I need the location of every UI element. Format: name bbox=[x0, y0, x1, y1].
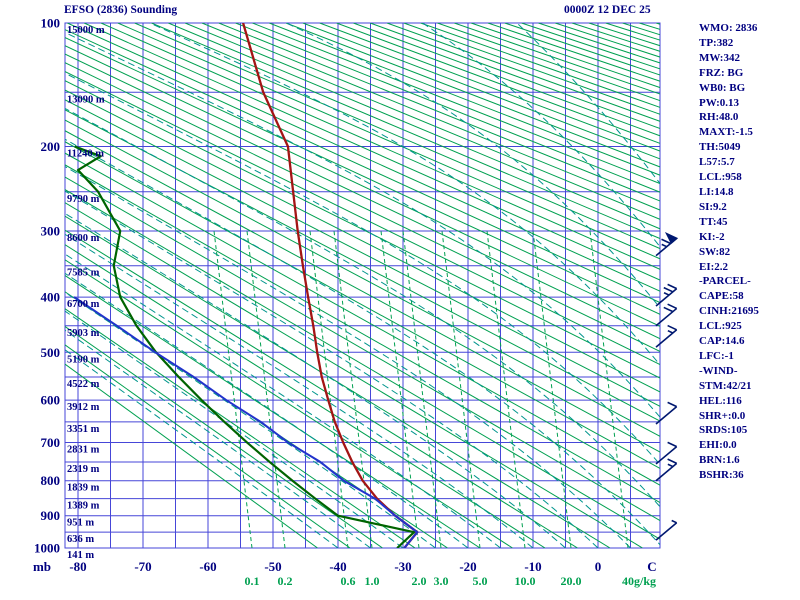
stat-line: TP:382 bbox=[699, 36, 734, 49]
stat-line: HEL:116 bbox=[699, 394, 742, 407]
svg-text:4522 m: 4522 m bbox=[67, 379, 100, 390]
svg-text:3912 m: 3912 m bbox=[67, 402, 100, 413]
parcel-trace bbox=[73, 296, 419, 548]
stat-line: -WIND- bbox=[699, 364, 738, 377]
svg-text:5.0: 5.0 bbox=[473, 574, 488, 588]
moist-adiabats bbox=[65, 23, 660, 548]
svg-text:2831 m: 2831 m bbox=[67, 444, 100, 455]
stat-line: MAXT:-1.5 bbox=[699, 126, 753, 139]
svg-text:1000: 1000 bbox=[34, 541, 60, 556]
svg-text:800: 800 bbox=[41, 473, 61, 488]
dry-adiabats bbox=[65, 23, 660, 548]
svg-text:2.0: 2.0 bbox=[412, 574, 427, 588]
stat-line: LFC:-1 bbox=[699, 349, 734, 362]
stat-line: WMO: 2836 bbox=[699, 22, 758, 34]
svg-text:1389 m: 1389 m bbox=[67, 501, 100, 512]
stat-line: PW:0.13 bbox=[699, 96, 740, 109]
svg-text:-60: -60 bbox=[199, 559, 216, 574]
mixing-ratio-lines bbox=[213, 230, 629, 548]
stat-line: EI:2.2 bbox=[699, 260, 729, 273]
svg-text:2319 m: 2319 m bbox=[67, 464, 100, 475]
stat-line: RH:48.0 bbox=[699, 111, 739, 124]
svg-text:0: 0 bbox=[595, 559, 602, 574]
stat-line: L57:5.7 bbox=[699, 156, 735, 169]
stat-line: SW:82 bbox=[699, 245, 731, 258]
stat-line: SRDS:105 bbox=[699, 424, 748, 437]
stat-line: CINH:21695 bbox=[699, 305, 759, 318]
mixing-ratio-labels: 0.1 0.2 0.6 1.0 2.0 3.0 5.0 10.0 20.0 40 g/kg bbox=[245, 574, 657, 588]
stat-line: FRZ: BG bbox=[699, 66, 744, 79]
svg-text:-50: -50 bbox=[264, 559, 281, 574]
svg-text:5903 m: 5903 m bbox=[67, 328, 100, 339]
svg-text:3351 m: 3351 m bbox=[67, 424, 100, 435]
stats-panel: WMO: 2836 TP:382 MW:342 FRZ: BG WB0: BG PW:0.… bbox=[699, 21, 799, 483]
svg-text:500: 500 bbox=[41, 345, 61, 360]
stat-line: SHR+:0.0 bbox=[699, 409, 746, 422]
temperature-axis-labels: -80 -70 -60 -50 -40 -30 -20 -10 0 C bbox=[69, 559, 656, 574]
svg-text:20.0: 20.0 bbox=[561, 574, 582, 588]
svg-text:3.0: 3.0 bbox=[434, 574, 449, 588]
svg-text:100: 100 bbox=[41, 16, 61, 31]
svg-text:9790 m: 9790 m bbox=[67, 194, 100, 205]
svg-text:1.0: 1.0 bbox=[365, 574, 380, 588]
svg-text:0.2: 0.2 bbox=[278, 574, 293, 588]
stat-line: BRN:1.6 bbox=[699, 454, 740, 467]
svg-text:-70: -70 bbox=[134, 559, 151, 574]
stat-line: BSHR:36 bbox=[699, 469, 744, 482]
svg-text:200: 200 bbox=[41, 139, 61, 154]
pressure-axis-labels: 100 200 300 400 500 600 700 800 900 1000 mb bbox=[33, 16, 60, 575]
stat-line: KI:-2 bbox=[699, 230, 725, 243]
svg-text:g/kg: g/kg bbox=[634, 574, 656, 588]
stat-line: EHI:0.0 bbox=[699, 439, 737, 452]
svg-text:13090 m: 13090 m bbox=[67, 94, 105, 105]
svg-text:-20: -20 bbox=[459, 559, 476, 574]
svg-text:5190 m: 5190 m bbox=[67, 354, 100, 365]
stat-line: WB0: BG bbox=[699, 81, 746, 94]
svg-text:7585 m: 7585 m bbox=[67, 268, 100, 279]
svg-text:600: 600 bbox=[41, 393, 61, 408]
stat-line: STM:42/21 bbox=[699, 379, 752, 392]
stat-line: TH:5049 bbox=[699, 141, 741, 154]
stat-line: CAP:14.6 bbox=[699, 335, 745, 348]
stat-line: CAPE:58 bbox=[699, 290, 744, 303]
svg-text:636 m: 636 m bbox=[67, 534, 94, 545]
svg-text:951 m: 951 m bbox=[67, 518, 94, 529]
stat-line: LCL:958 bbox=[699, 171, 742, 184]
svg-text:-10: -10 bbox=[524, 559, 541, 574]
svg-text:-30: -30 bbox=[394, 559, 411, 574]
temperature-trace bbox=[241, 23, 419, 548]
page-title: EFSO (2836) Sounding bbox=[64, 4, 178, 16]
svg-text:141 m: 141 m bbox=[67, 550, 94, 561]
stat-line: MW:342 bbox=[699, 51, 740, 64]
svg-text:10.0: 10.0 bbox=[515, 574, 536, 588]
svg-text:0.6: 0.6 bbox=[341, 574, 356, 588]
svg-text:mb: mb bbox=[33, 559, 51, 574]
stat-line: TT:45 bbox=[699, 215, 728, 228]
svg-text:C: C bbox=[647, 559, 656, 574]
svg-text:-40: -40 bbox=[329, 559, 346, 574]
svg-text:0.1: 0.1 bbox=[245, 574, 260, 588]
svg-text:900: 900 bbox=[41, 508, 61, 523]
svg-text:40: 40 bbox=[622, 574, 634, 588]
sounding-traces bbox=[73, 23, 419, 548]
svg-text:700: 700 bbox=[41, 435, 61, 450]
svg-text:11240 m: 11240 m bbox=[67, 149, 104, 160]
stat-line: -PARCEL- bbox=[699, 275, 751, 288]
datetime-label: 0000Z 12 DEC 25 bbox=[564, 4, 651, 16]
height-labels: 15000 m 13090 m 11240 m 9790 m 8600 m 7585 m 6… bbox=[67, 25, 105, 561]
svg-text:15000 m: 15000 m bbox=[67, 25, 105, 36]
svg-text:6700 m: 6700 m bbox=[67, 299, 100, 310]
svg-text:8600 m: 8600 m bbox=[67, 233, 100, 244]
stat-line: LI:14.8 bbox=[699, 185, 734, 198]
wind-barbs bbox=[655, 231, 679, 541]
stat-line: SI:9.2 bbox=[699, 200, 727, 213]
svg-text:400: 400 bbox=[41, 290, 61, 305]
svg-text:-80: -80 bbox=[69, 559, 86, 574]
svg-text:1839 m: 1839 m bbox=[67, 483, 100, 494]
stat-line: LCL:925 bbox=[699, 320, 742, 333]
dewpoint-trace bbox=[74, 145, 416, 548]
svg-text:300: 300 bbox=[41, 223, 61, 238]
